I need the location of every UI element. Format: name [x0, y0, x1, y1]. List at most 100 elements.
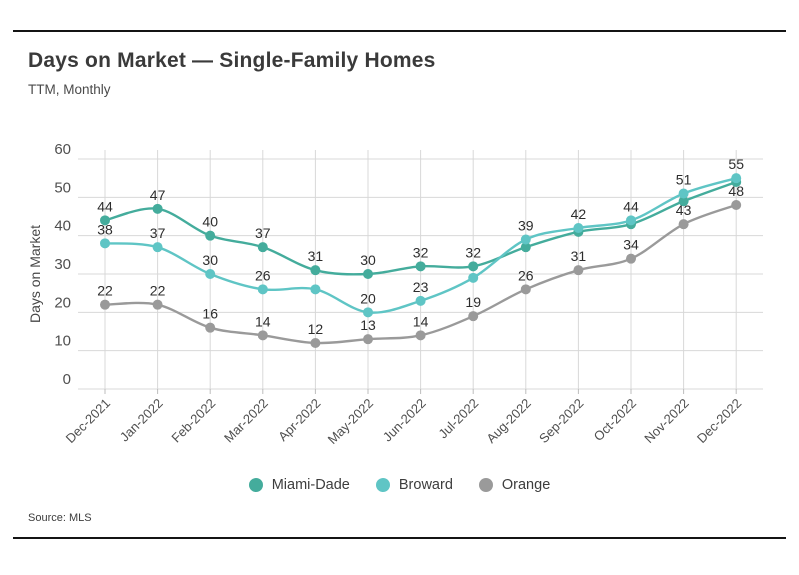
data-point-orange — [257, 330, 268, 341]
data-point-broward — [468, 272, 479, 283]
point-value-label: 32 — [413, 244, 429, 260]
data-point-broward — [152, 242, 163, 253]
x-tick-marks — [104, 389, 737, 394]
data-point-miami-dade — [520, 242, 531, 253]
point-value-label: 23 — [413, 279, 429, 295]
x-tick-label: Aug-2022 — [483, 396, 533, 446]
x-tick-label: Dec-2021 — [63, 396, 113, 446]
y-tick-labels: 0 10 20 30 40 50 60 — [54, 141, 71, 388]
data-point-miami-dade — [152, 203, 163, 214]
point-value-label: 19 — [465, 294, 481, 310]
data-point-orange — [310, 338, 321, 348]
data-point-orange — [468, 311, 479, 322]
y-axis-title: Days on Market — [27, 225, 43, 323]
data-point-broward — [100, 238, 110, 249]
x-tick-label: Feb-2022 — [168, 396, 218, 446]
chart-title: Days on Market — Single-Family Homes — [28, 49, 436, 72]
top-rule — [13, 30, 786, 32]
y-tick-label: 40 — [54, 218, 71, 235]
legend-item-orange: Orange — [478, 477, 550, 493]
point-labels-broward: 38 37 30 26 20 23 39 42 44 51 55 — [97, 156, 744, 306]
point-value-label: 20 — [360, 290, 376, 306]
data-point-orange — [152, 299, 163, 310]
bottom-rule — [13, 537, 786, 539]
x-tick-label: Nov-2022 — [641, 396, 691, 446]
point-value-label: 22 — [150, 283, 166, 299]
x-tick-label: May-2022 — [325, 396, 376, 447]
series-orange: 22 22 16 14 12 13 14 19 26 31 34 43 48 — [97, 183, 744, 348]
data-point-broward — [363, 307, 373, 318]
data-point-orange — [731, 200, 742, 210]
legend-dot-icon — [478, 478, 493, 492]
data-point-orange — [520, 284, 531, 295]
chart-legend: Miami-Dade Broward Orange — [0, 477, 799, 493]
legend-label: Broward — [398, 477, 453, 493]
chart-subtitle: TTM, Monthly — [28, 82, 111, 97]
data-point-broward — [257, 284, 268, 295]
point-value-label: 14 — [255, 313, 271, 329]
data-point-broward — [731, 173, 742, 184]
x-tick-label: Mar-2022 — [221, 396, 271, 446]
y-tick-label: 50 — [54, 179, 71, 196]
point-value-label: 14 — [413, 313, 429, 329]
series-broward: 38 37 30 26 20 23 39 42 44 51 55 — [97, 156, 744, 318]
data-point-orange — [415, 330, 426, 341]
point-value-label: 13 — [360, 317, 376, 333]
data-point-miami-dade — [363, 269, 373, 279]
point-value-label: 12 — [308, 321, 324, 337]
data-point-broward — [415, 295, 426, 306]
data-point-miami-dade — [257, 242, 268, 253]
x-tick-label: Jan-2022 — [117, 396, 166, 445]
point-value-label: 39 — [518, 218, 534, 234]
point-value-label: 40 — [202, 214, 218, 230]
data-point-miami-dade — [678, 196, 689, 207]
point-value-label: 47 — [150, 187, 166, 203]
y-tick-label: 10 — [54, 333, 71, 350]
legend-item-broward: Broward — [375, 477, 453, 493]
point-value-label: 48 — [728, 183, 744, 199]
x-tick-label: Oct-2022 — [591, 396, 639, 444]
x-tick-label: Apr-2022 — [275, 396, 323, 444]
x-tick-labels: Dec-2021 Jan-2022 Feb-2022 Mar-2022 Apr-2022… — [63, 396, 745, 447]
legend-dot-icon — [248, 478, 263, 492]
y-tick-label: 60 — [54, 141, 71, 158]
point-value-label: 44 — [97, 198, 113, 214]
x-tick-label: Jun-2022 — [380, 396, 429, 445]
point-value-label: 37 — [255, 225, 271, 241]
source-note: Source: MLS — [28, 512, 92, 524]
data-point-orange — [573, 265, 584, 276]
x-tick-label: Dec-2022 — [694, 396, 744, 446]
y-tick-label: 0 — [63, 371, 71, 388]
y-tick-label: 20 — [54, 294, 71, 311]
legend-dot-icon — [375, 478, 390, 492]
point-value-label: 34 — [623, 237, 639, 253]
data-point-orange — [205, 322, 216, 333]
data-point-orange — [678, 219, 689, 230]
point-value-label: 30 — [202, 252, 218, 268]
point-labels-miami-dade: 44 47 40 37 31 30 32 32 — [97, 187, 481, 268]
point-value-label: 55 — [728, 156, 744, 172]
legend-item-miami-dade: Miami-Dade — [248, 477, 350, 493]
y-tick-label: 30 — [54, 256, 71, 273]
data-point-orange — [626, 253, 636, 264]
point-value-label: 37 — [150, 225, 166, 241]
point-value-label: 30 — [360, 252, 376, 268]
point-value-label: 26 — [518, 267, 534, 283]
point-value-label: 51 — [676, 172, 692, 188]
point-value-label: 26 — [255, 267, 271, 283]
data-point-miami-dade — [100, 215, 110, 226]
data-point-miami-dade — [415, 261, 426, 272]
point-value-label: 38 — [97, 221, 113, 237]
data-point-orange — [363, 334, 373, 345]
point-labels-orange: 22 22 16 14 12 13 14 19 26 31 34 43 48 — [97, 183, 744, 337]
gridlines — [78, 150, 763, 390]
point-value-label: 44 — [623, 198, 639, 214]
point-value-label: 22 — [97, 283, 113, 299]
data-point-broward — [520, 234, 531, 245]
point-value-label: 31 — [308, 248, 324, 264]
data-point-miami-dade — [310, 265, 321, 276]
point-value-label: 43 — [676, 202, 692, 218]
data-point-broward — [678, 188, 689, 199]
series-miami-dade: 44 47 40 37 31 30 32 32 — [97, 177, 742, 279]
